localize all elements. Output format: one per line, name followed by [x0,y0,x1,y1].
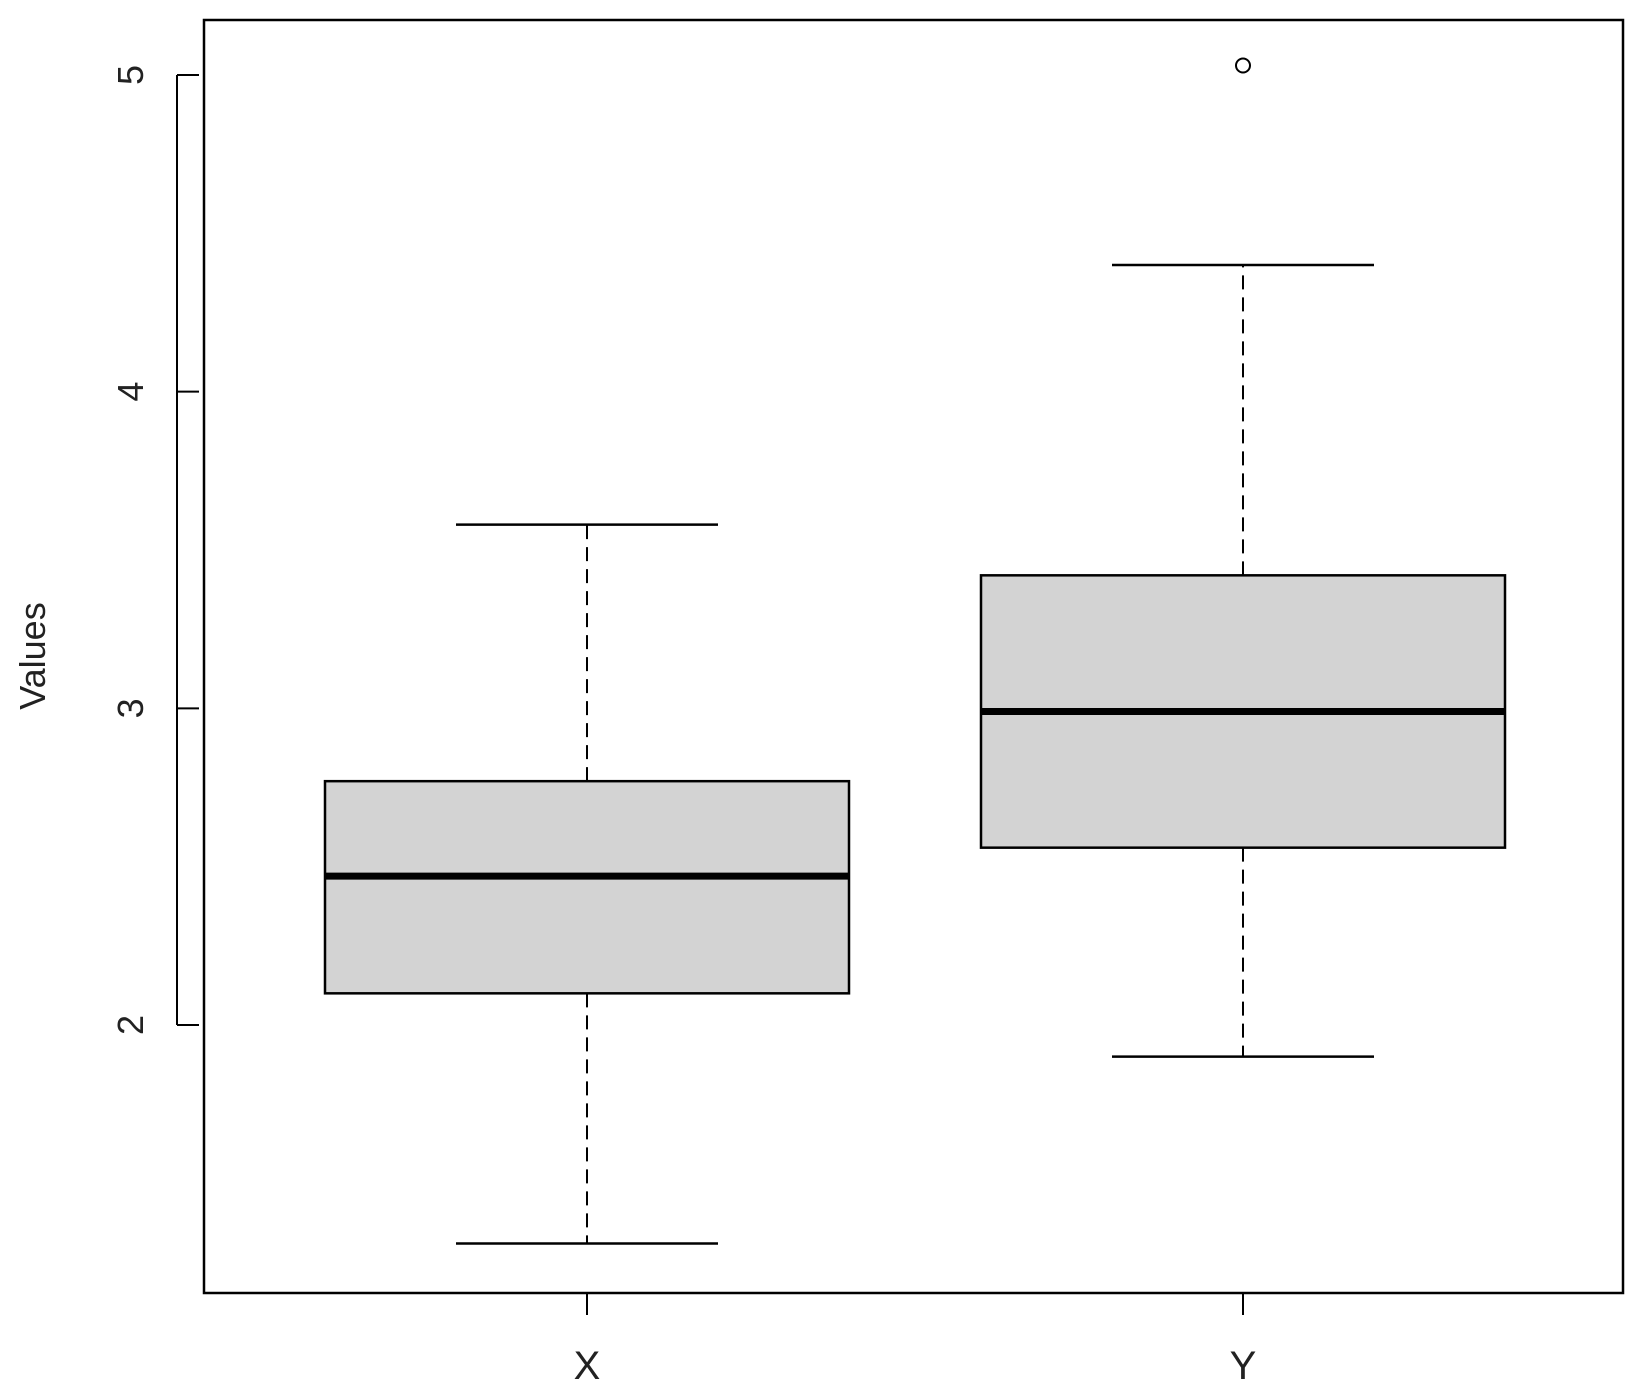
box-group-x [323,523,851,1245]
y-tick-label-4: 4 [110,382,151,402]
box-x [323,779,851,995]
box-group-y [979,57,1507,1058]
outlier-point-y-0 [1235,57,1251,74]
y-tick-label-2: 2 [110,1015,151,1035]
plot-frame [202,18,1625,1295]
y-tick-label-3: 3 [110,698,151,718]
y-tick-label-5: 5 [110,65,151,85]
y-axis-title: Values [12,602,53,709]
x-tick-label-y: Y [1230,1344,1257,1388]
axes: X Y 2 3 4 5 [110,65,1256,1388]
boxplot-marks [323,57,1507,1245]
x-tick-label-x: X [574,1344,601,1388]
